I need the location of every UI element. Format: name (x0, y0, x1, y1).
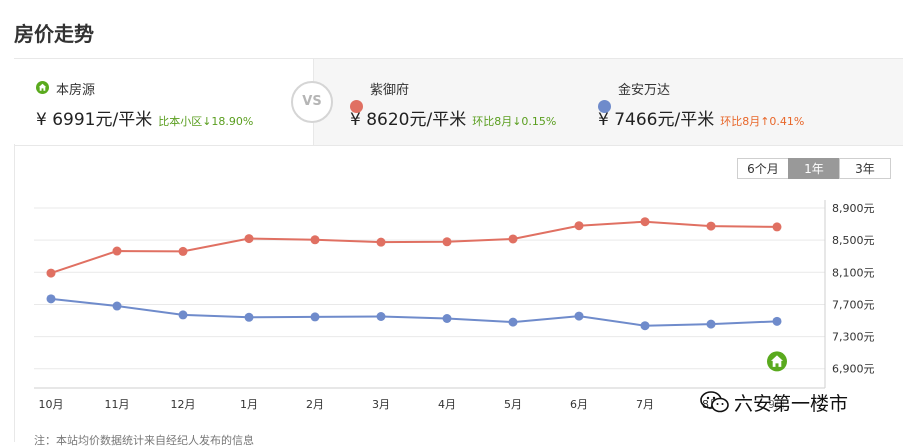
series-point-2 (310, 312, 320, 322)
series-point-2 (706, 319, 716, 329)
y-tick-label: 8,500元 (832, 234, 875, 247)
x-tick-label: 12月 (171, 398, 196, 411)
series-point-1 (574, 221, 584, 231)
wechat-icon (700, 391, 729, 413)
series-point-1 (442, 237, 452, 247)
x-tick-label: 11月 (105, 398, 130, 411)
series-point-1 (508, 234, 518, 244)
x-tick-label: 4月 (438, 398, 456, 411)
series-point-2 (442, 314, 452, 324)
comparison-item-jinanwanda: 金安万达 ¥ 7466元/平米 环比8月↑0.41% (576, 59, 876, 145)
series-point-1 (376, 237, 386, 247)
series-point-2 (772, 316, 782, 326)
series-line-1 (50, 220, 778, 275)
ziyufu-name: 紫御府 (350, 79, 409, 113)
watermark: 六安第一楼市 (700, 388, 848, 416)
jinanwanda-change: 环比8月↑0.41% (720, 115, 805, 128)
series-point-2 (46, 294, 56, 304)
jinanwanda-dot (598, 100, 611, 113)
x-tick-label: 9月 (768, 398, 786, 411)
x-tick-label: 7月 (636, 398, 654, 411)
comparison-self: 本房源 ¥ 6991元/平米 比本小区↓18.90% (14, 59, 314, 145)
x-tick-label: 1月 (240, 398, 258, 411)
series-point-1 (310, 235, 320, 245)
comparison-panel: 本房源 ¥ 6991元/平米 比本小区↓18.90% VS 紫御府 ¥ 8620元… (14, 58, 903, 146)
y-tick-label: 8,900元 (832, 202, 875, 215)
series-point-2 (178, 310, 188, 320)
ziyufu-change: 环比8月↓0.15% (472, 115, 557, 128)
self-price: ¥ 6991元/平米 比本小区↓18.90% (36, 110, 254, 130)
x-tick-label: 5月 (504, 398, 522, 411)
vs-badge: VS (291, 81, 333, 123)
ziyufu-dot (350, 100, 363, 113)
series-point-2 (112, 301, 122, 311)
jinanwanda-name: 金安万达 (598, 79, 670, 113)
ziyufu-price: ¥ 8620元/平米 环比8月↓0.15% (350, 110, 557, 130)
chart-frame-left (14, 144, 15, 442)
series-point-2 (640, 321, 650, 331)
series-point-1 (244, 234, 254, 244)
y-tick-label: 8,100元 (832, 266, 875, 279)
x-tick-label: 2月 (306, 398, 324, 411)
self-name: 本房源 (36, 79, 95, 98)
series-point-1 (706, 221, 716, 231)
series-point-1 (772, 222, 782, 232)
series-line-2 (50, 297, 778, 327)
series-point-2 (244, 312, 254, 322)
footnote: 注：本站均价数据统计来自经纪人发布的信息 (34, 434, 254, 447)
range-tabs: 6个月 1年 3年 (737, 158, 891, 179)
series-point-1 (178, 246, 188, 256)
y-tick-label: 7,700元 (832, 298, 875, 311)
x-tick-label: 6月 (570, 398, 588, 411)
page-title: 房价走势 (14, 22, 94, 46)
self-marker-house-shape (771, 355, 783, 367)
comparison-item-ziyufu: 紫御府 ¥ 8620元/平米 环比8月↓0.15% (328, 59, 588, 145)
home-icon (36, 81, 49, 94)
series-point-2 (508, 317, 518, 327)
series-point-2 (376, 311, 386, 321)
jinanwanda-price: ¥ 7466元/平米 环比8月↑0.41% (598, 110, 805, 130)
series-point-1 (112, 246, 122, 256)
x-tick-label: 3月 (372, 398, 390, 411)
series-point-2 (574, 311, 584, 321)
tab-3-years[interactable]: 3年 (839, 158, 891, 179)
tab-6-months[interactable]: 6个月 (737, 158, 789, 179)
x-tick-label: 10月 (39, 398, 64, 411)
series-point-1 (46, 268, 56, 278)
series-point-1 (640, 217, 650, 227)
y-tick-label: 7,300元 (832, 331, 875, 344)
y-tick-label: 6,900元 (832, 363, 875, 376)
self-change: 比本小区↓18.90% (158, 115, 254, 128)
